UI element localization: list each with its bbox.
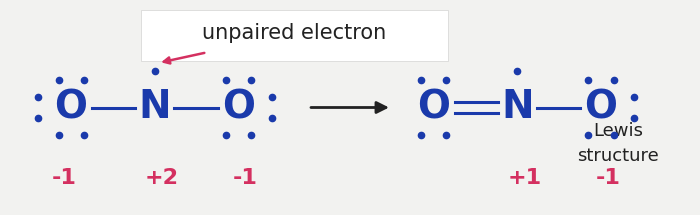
Text: N: N [139,89,171,126]
Text: unpaired electron: unpaired electron [202,23,386,43]
FancyBboxPatch shape [141,10,447,61]
Text: -1: -1 [233,167,258,187]
Text: O: O [55,89,88,126]
Text: O: O [584,89,617,126]
Text: -1: -1 [596,167,620,187]
Text: Lewis
structure: Lewis structure [578,122,659,165]
Text: O: O [222,89,255,126]
Text: O: O [417,89,450,126]
Text: -1: -1 [52,167,76,187]
Text: N: N [501,89,533,126]
Text: +2: +2 [145,167,178,187]
Text: +1: +1 [508,167,541,187]
